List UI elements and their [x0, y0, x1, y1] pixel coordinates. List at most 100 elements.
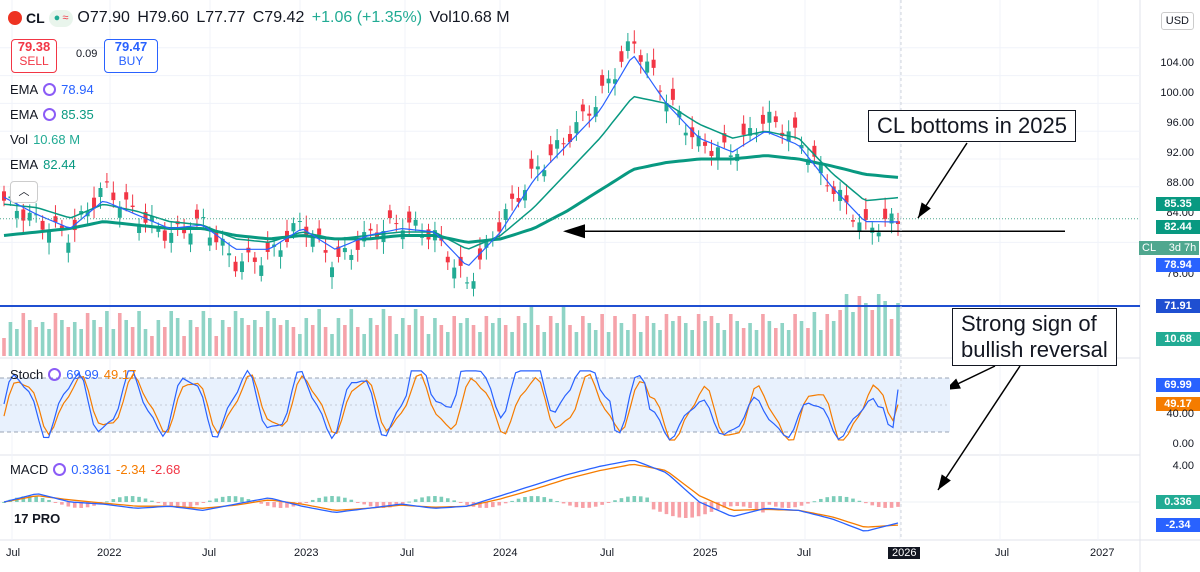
- volume-bar: [8, 322, 13, 356]
- market-status-pill[interactable]: ● ≈: [48, 9, 74, 27]
- candle-body: [587, 113, 592, 116]
- close-value: C79.42: [252, 9, 305, 26]
- volume-bar: [709, 316, 714, 356]
- chevron-up-icon[interactable]: ︿: [10, 181, 38, 203]
- macd-histogram-bar: [105, 501, 109, 503]
- volume-bar: [330, 334, 334, 356]
- volume-bar: [722, 330, 727, 356]
- macd-histogram-bar: [857, 500, 862, 502]
- volume-bar: [458, 323, 463, 356]
- volume-bar: [233, 311, 238, 356]
- legend-macd[interactable]: MACD 0.3361 -2.34 -2.68: [10, 462, 180, 477]
- candle-body: [850, 220, 855, 222]
- candle-body: [767, 111, 772, 123]
- indicator-settings-icon[interactable]: [48, 368, 62, 381]
- volume-bar: [529, 307, 534, 356]
- volume-bar: [510, 332, 514, 356]
- candle-body: [857, 222, 862, 232]
- volume-bar: [278, 325, 283, 356]
- candle-body: [156, 228, 161, 232]
- volume-bar: [838, 310, 842, 356]
- volume-bar: [21, 313, 26, 356]
- volume-bar: [433, 318, 437, 356]
- macd-histogram-bar: [375, 502, 379, 508]
- volume-bar: [471, 325, 476, 356]
- candle-body: [233, 261, 238, 272]
- indicator-settings-icon[interactable]: [43, 83, 57, 96]
- macd-histogram-bar: [638, 496, 643, 502]
- macd-histogram-bar: [754, 502, 759, 511]
- indicator-settings-icon[interactable]: [53, 463, 67, 476]
- candle-body: [117, 206, 122, 218]
- macd-histogram-bar: [696, 502, 701, 517]
- volume-bar: [864, 303, 868, 356]
- candle-body: [535, 166, 540, 170]
- low-value: L77.77: [196, 9, 246, 26]
- legend-ema1[interactable]: EMA 78.94: [10, 82, 94, 97]
- legend-stoch[interactable]: Stoch 69.99 49.17: [10, 367, 136, 382]
- price-axis-label: 92.00: [1166, 147, 1194, 159]
- volume-bar: [439, 325, 444, 356]
- legend-vol[interactable]: Vol 10.68 M: [10, 132, 80, 147]
- volume-bar: [664, 314, 669, 356]
- candle-body: [715, 147, 720, 159]
- candle-body: [876, 232, 881, 237]
- volume-bar: [626, 330, 630, 356]
- candle-body: [728, 155, 733, 158]
- macd-histogram-bar: [581, 502, 585, 508]
- macd-histogram-bar: [355, 502, 360, 503]
- volume-bar: [220, 320, 225, 356]
- symbol-name[interactable]: CL: [26, 10, 45, 26]
- stoch-axis-label: 0.00: [1172, 438, 1194, 450]
- volume-bar: [92, 320, 96, 356]
- ema-short-line: [3, 55, 899, 267]
- macd-histogram-bar: [433, 496, 437, 502]
- macd-histogram-bar: [388, 502, 392, 508]
- macd-histogram-bar: [458, 502, 463, 503]
- volume-bar: [568, 325, 572, 356]
- macd-histogram-bar: [632, 496, 637, 502]
- candle-body: [690, 127, 695, 138]
- volume-bar: [857, 296, 862, 356]
- volume-bar: [484, 316, 489, 356]
- macd-hist-value: -2.68: [150, 462, 181, 477]
- volume-bar: [317, 309, 321, 356]
- currency-selector[interactable]: USD: [1160, 12, 1194, 30]
- volume-bar: [555, 323, 559, 356]
- candle-body: [368, 228, 373, 231]
- volume-bar: [677, 316, 682, 356]
- candle-body: [593, 107, 598, 117]
- volume-bar: [323, 327, 328, 356]
- volume-bar: [188, 320, 193, 356]
- candle-body: [632, 41, 637, 44]
- volume-bar: [253, 320, 257, 356]
- candle-body: [394, 223, 399, 225]
- volume-bar: [786, 330, 791, 356]
- legend-ema3[interactable]: EMA 82.44: [10, 157, 76, 172]
- stoch-k-value: 69.99: [66, 367, 99, 382]
- candle-body: [98, 188, 103, 198]
- candle-body: [317, 228, 322, 235]
- macd-histogram-bar: [150, 500, 154, 502]
- macd-histogram-bar: [124, 496, 129, 502]
- legend-ema2[interactable]: EMA 85.35: [10, 107, 94, 122]
- ema-mid-price-tag: 82.44: [1156, 220, 1200, 234]
- macd-histogram-bar: [79, 502, 83, 508]
- candle-body: [542, 170, 547, 177]
- volume-bar: [883, 301, 887, 356]
- macd-histogram-bar: [786, 502, 791, 508]
- volume-bar: [336, 318, 341, 356]
- time-axis-label: 2027: [1090, 547, 1115, 559]
- ema1-label: EMA: [10, 82, 39, 97]
- volume-bar: [2, 338, 6, 356]
- candle-body: [149, 216, 154, 222]
- macd-histogram-bar: [40, 497, 45, 502]
- indicator-settings-icon[interactable]: [43, 108, 57, 121]
- macd-histogram-bar: [799, 502, 804, 506]
- volume-bar: [53, 313, 58, 356]
- candle-body: [825, 185, 830, 187]
- sell-button[interactable]: 79.38 SELL: [11, 39, 57, 73]
- buy-button[interactable]: 79.47 BUY: [104, 39, 158, 73]
- candle-body: [252, 257, 257, 262]
